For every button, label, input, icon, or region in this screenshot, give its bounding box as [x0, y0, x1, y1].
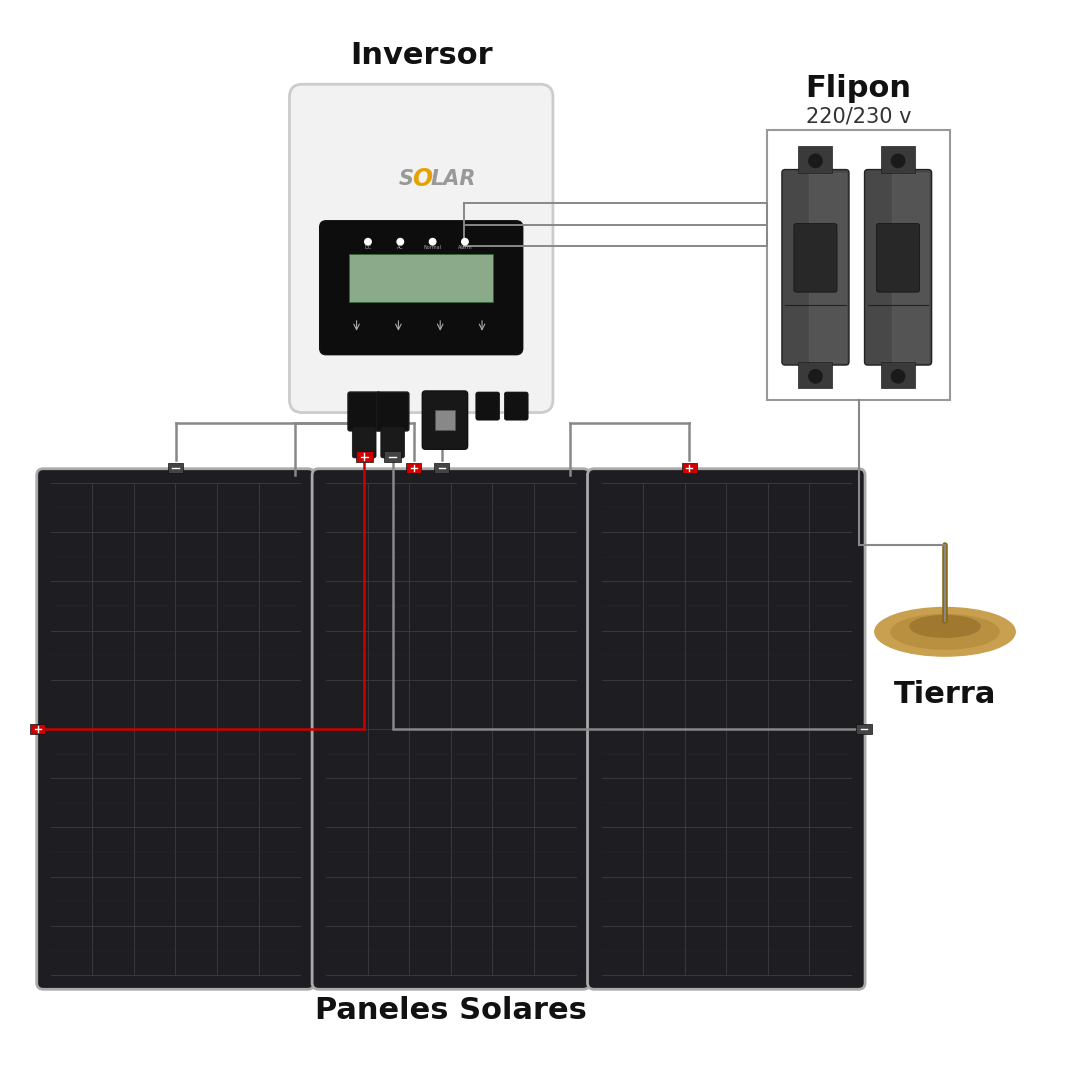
FancyBboxPatch shape	[782, 170, 849, 365]
Ellipse shape	[891, 615, 999, 649]
FancyBboxPatch shape	[588, 469, 865, 989]
FancyBboxPatch shape	[312, 469, 590, 989]
Circle shape	[397, 239, 404, 245]
Circle shape	[809, 154, 822, 167]
FancyBboxPatch shape	[320, 220, 523, 354]
FancyBboxPatch shape	[37, 469, 314, 989]
Text: Alarm: Alarm	[458, 245, 472, 251]
Text: Paneles Solares: Paneles Solares	[315, 996, 586, 1025]
FancyBboxPatch shape	[877, 224, 920, 293]
Bar	[681, 462, 697, 473]
Circle shape	[891, 369, 905, 383]
FancyBboxPatch shape	[377, 392, 409, 431]
Bar	[881, 362, 915, 388]
Bar	[856, 724, 872, 734]
FancyBboxPatch shape	[352, 427, 376, 458]
FancyBboxPatch shape	[348, 392, 380, 431]
FancyBboxPatch shape	[381, 427, 405, 458]
Bar	[435, 410, 455, 430]
FancyBboxPatch shape	[504, 392, 528, 420]
Bar	[767, 130, 950, 400]
Bar	[881, 146, 915, 173]
Text: Normal: Normal	[423, 245, 442, 251]
Circle shape	[430, 239, 436, 245]
Bar	[30, 724, 45, 734]
FancyBboxPatch shape	[289, 84, 553, 413]
Ellipse shape	[875, 607, 1015, 656]
FancyBboxPatch shape	[476, 392, 500, 420]
Text: DC: DC	[364, 245, 372, 251]
Polygon shape	[809, 173, 846, 362]
Text: AC: AC	[397, 245, 404, 251]
Bar	[355, 451, 373, 462]
Bar	[798, 362, 833, 388]
Text: O: O	[413, 166, 432, 191]
Bar	[168, 462, 184, 473]
Text: S: S	[399, 168, 414, 189]
Polygon shape	[892, 173, 929, 362]
Text: Tierra: Tierra	[894, 680, 996, 710]
Text: LAR: LAR	[431, 168, 476, 189]
Bar	[798, 146, 833, 173]
Circle shape	[891, 154, 905, 167]
Circle shape	[461, 239, 468, 245]
Text: 220/230 v: 220/230 v	[806, 106, 912, 126]
Ellipse shape	[909, 616, 981, 637]
FancyBboxPatch shape	[864, 170, 932, 365]
Bar	[349, 254, 494, 302]
Text: Inversor: Inversor	[350, 41, 492, 70]
Circle shape	[365, 239, 372, 245]
FancyBboxPatch shape	[422, 391, 468, 449]
FancyBboxPatch shape	[794, 224, 837, 293]
Text: Flipon: Flipon	[806, 73, 912, 103]
Bar	[434, 462, 449, 473]
Bar	[406, 462, 421, 473]
Circle shape	[809, 369, 822, 383]
Bar	[384, 451, 402, 462]
